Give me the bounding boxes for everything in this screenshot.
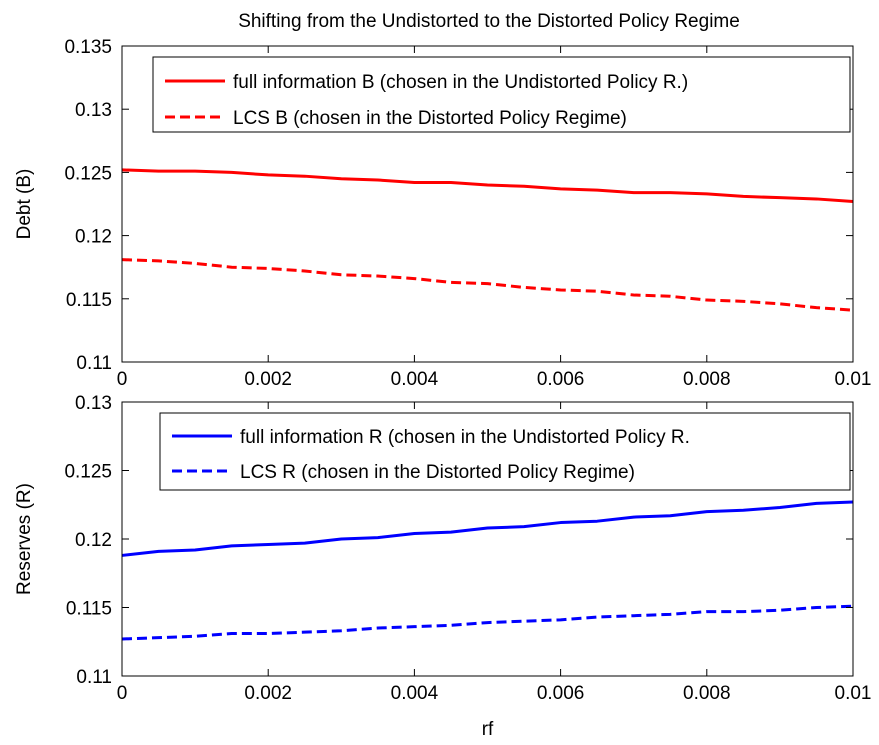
x-tick-label: 0.01 (835, 369, 872, 390)
x-tick-label: 0 (117, 683, 128, 704)
legend-label-2: LCS R (chosen in the Distorted Policy Re… (240, 462, 635, 483)
x-tick-label: 0.008 (683, 683, 731, 704)
x-tick-label: 0.004 (391, 683, 439, 704)
y-axis-label: Reserves (R) (14, 483, 35, 595)
legend: full information B (chosen in the Undist… (152, 56, 851, 133)
y-tick-label: 0.13 (75, 393, 112, 414)
legend: full information R (chosen in the Undist… (159, 412, 851, 491)
x-tick-label: 0.004 (391, 369, 439, 390)
y-tick-label: 0.125 (64, 163, 112, 184)
x-tick-label: 0.002 (244, 683, 292, 704)
series-line-1 (121, 500, 854, 557)
series-line-2 (121, 604, 854, 641)
legend-label-1: full information B (chosen in the Undist… (233, 72, 688, 93)
x-tick-label: 0.008 (683, 369, 731, 390)
series-line-1 (121, 168, 854, 203)
y-tick-label: 0.135 (64, 37, 112, 58)
y-tick-label: 0.11 (76, 353, 112, 374)
axes-frame (121, 45, 854, 363)
y-tick-label: 0.12 (75, 227, 112, 248)
y-axis-label: Debt (B) (14, 169, 35, 240)
y-tick-label: 0.115 (66, 599, 112, 620)
legend-label-2: LCS B (chosen in the Distorted Policy Re… (233, 108, 627, 129)
y-tick-label: 0.115 (66, 290, 112, 311)
legend-label-1: full information R (chosen in the Undist… (240, 427, 690, 448)
x-tick-label: 0.006 (537, 369, 585, 390)
chart-panel-2: 0 0.002 0.004 0.006 0.008 0.01 0.11 0.115 0.12 0.… (14, 393, 871, 740)
x-tick-label: 0.006 (537, 683, 585, 704)
y-tick-label: 0.125 (64, 462, 112, 483)
chart-title: Shifting from the Undistorted to the Dis… (238, 11, 740, 32)
legend-box (159, 412, 851, 491)
x-tick-label: 0.002 (244, 369, 292, 390)
x-tick-label: 0 (117, 369, 128, 390)
legend-box (152, 56, 851, 133)
x-tick-label: 0.01 (835, 683, 872, 704)
series-line-2 (121, 258, 854, 312)
y-tick-label: 0.13 (75, 100, 112, 121)
y-tick-label: 0.12 (75, 530, 112, 551)
x-axis-label: rf (482, 719, 494, 740)
chart-panel-1: 0 0.002 0.004 0.006 0.008 0.01 0.11 0.115 0.12 0.… (14, 37, 871, 390)
y-tick-label: 0.11 (76, 667, 112, 688)
